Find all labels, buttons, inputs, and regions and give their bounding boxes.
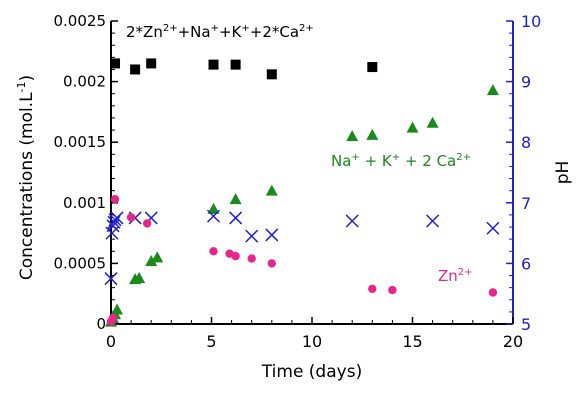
y-tick-label: 0.0025 (54, 12, 107, 30)
point-total (266, 69, 277, 80)
label-superscript: + (241, 23, 249, 34)
point-total (130, 64, 141, 75)
point-total (110, 58, 121, 69)
label-text: +2*Ca (250, 23, 299, 41)
y-tick-label: 0 (96, 315, 106, 333)
point-zn (368, 284, 377, 294)
data-marks-group (104, 58, 500, 327)
y2-tick-label: 7 (521, 194, 531, 213)
x-tick-label: 20 (503, 332, 523, 351)
point-na_k_ca (486, 84, 499, 96)
y-axis-title-main: Concentrations (mol.L (17, 92, 37, 280)
point-zn (209, 247, 218, 256)
point-ph (345, 214, 359, 228)
x-tick-label: 5 (206, 332, 216, 351)
y2-tick-label: 9 (521, 73, 531, 92)
label-text: +K (219, 23, 243, 41)
label-superscript: 2+ (456, 152, 471, 163)
y-axis-title: Concentrations (mol.L-1) (15, 75, 37, 280)
label-zn: Zn2+ (438, 267, 473, 285)
point-zn (126, 213, 136, 222)
point-na_k_ca (111, 303, 124, 315)
point-na_k_ca (406, 121, 419, 133)
label-total: 2*Zn2++Na++K++2*Ca2+ (126, 23, 314, 41)
x-tick-label: 10 (302, 332, 322, 351)
label-text: + K (360, 152, 393, 170)
point-total (146, 58, 157, 69)
point-total (230, 59, 241, 70)
point-na_k_ca (145, 254, 158, 266)
point-zn (388, 285, 397, 295)
y-axis-title-exponent: -1 (15, 81, 28, 92)
point-zn (231, 251, 240, 261)
label-superscript: 2+ (163, 23, 178, 34)
label-text: + 2 Ca (400, 152, 456, 170)
point-ph (229, 211, 243, 225)
point-zn (247, 254, 256, 263)
x-tick-label: 0 (106, 332, 116, 351)
label-superscript: 2+ (299, 23, 314, 34)
label-text: +Na (178, 23, 211, 41)
point-na_k_ca (133, 271, 146, 283)
point-zn (488, 288, 498, 297)
point-na_k_ca (229, 193, 242, 205)
label-na_k_ca: Na+ + K+ + 2 Ca2+ (331, 152, 471, 170)
y-tick-label: 0.0015 (54, 133, 107, 151)
point-zn (110, 194, 120, 204)
point-na_k_ca (151, 251, 164, 263)
y-tick-label: 0.0005 (54, 254, 107, 272)
y-tick-label: 0.001 (63, 194, 106, 212)
label-superscript: + (211, 23, 219, 34)
point-na_k_ca (207, 202, 220, 214)
point-ph (110, 211, 124, 225)
label-text: Na (331, 152, 351, 170)
y-axis-title-tail: ) (17, 75, 37, 82)
point-ph (426, 214, 440, 228)
point-ph (245, 229, 259, 243)
point-ph (206, 209, 221, 223)
y-tick-label: 0.002 (63, 73, 106, 91)
y2-tick-label: 10 (521, 12, 541, 31)
label-superscript: + (351, 152, 359, 163)
y2-tick-label: 5 (521, 315, 531, 334)
y2-axis-title: pH (553, 161, 573, 185)
y2-tick-label: 6 (521, 254, 531, 273)
point-ph (486, 221, 500, 235)
label-text: Zn (438, 267, 458, 285)
label-text: 2*Zn (126, 23, 163, 41)
point-ph (265, 228, 279, 242)
point-zn (142, 219, 152, 228)
point-ph (104, 272, 118, 286)
point-zn (108, 313, 118, 323)
label-superscript: 2+ (458, 267, 473, 278)
point-na_k_ca (265, 184, 278, 196)
point-na_k_ca (426, 116, 439, 128)
point-na_k_ca (346, 130, 359, 142)
point-total (367, 62, 378, 73)
annotations-group: 2*Zn2++Na++K++2*Ca2+Na+ + K+ + 2 Ca2+Zn2… (126, 23, 473, 285)
point-zn (267, 259, 276, 268)
x-tick-label: 15 (402, 332, 422, 351)
point-na_k_ca (366, 128, 379, 140)
label-superscript: + (392, 152, 400, 163)
axes-group: 0 5 10 15 20 0 0.0005 0.001 0.0015 0.002 0.0025 5 6 7… (15, 12, 573, 382)
x-axis-title: Time (days) (261, 362, 362, 382)
point-total (208, 59, 219, 70)
y2-tick-label: 8 (521, 133, 531, 152)
